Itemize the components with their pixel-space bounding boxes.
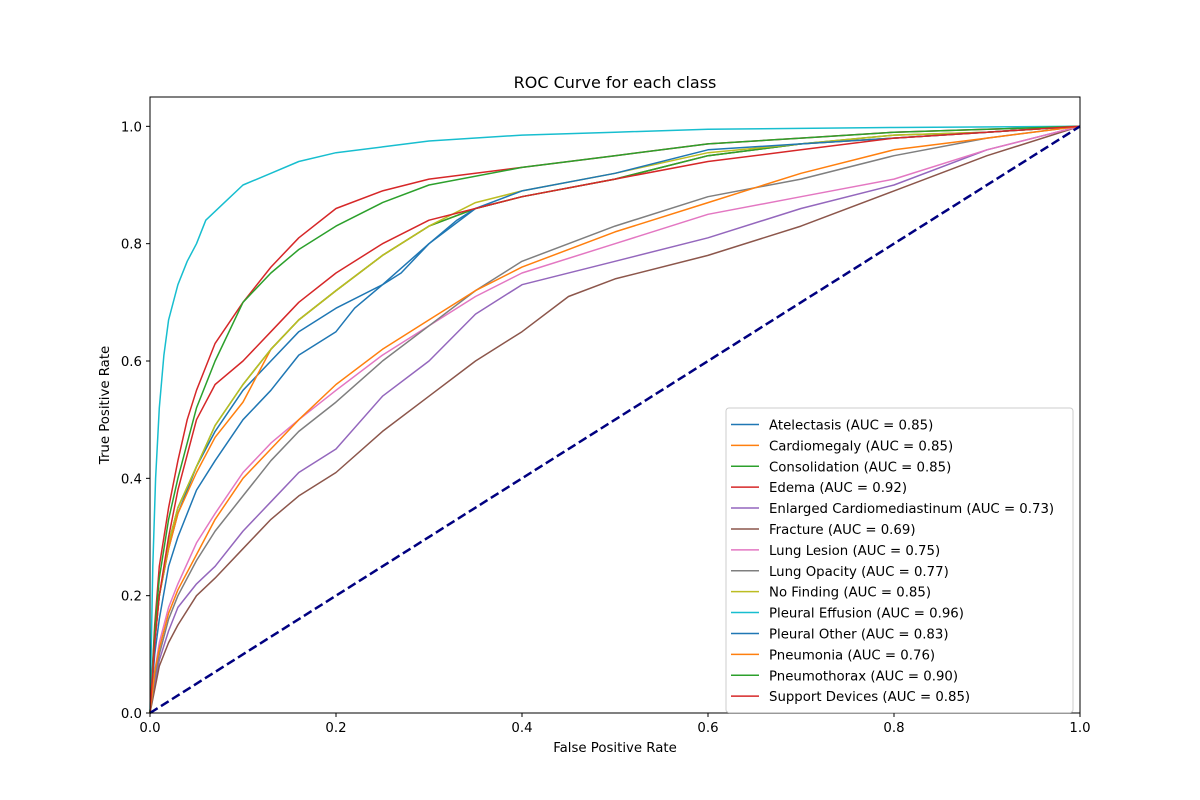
series-line-10 xyxy=(149,125,1081,714)
series-line-12 xyxy=(149,125,1081,714)
chance-line xyxy=(149,125,1081,715)
series-line-6 xyxy=(149,125,1081,714)
y-tick-label: 0.2 xyxy=(121,590,142,605)
series-line-9 xyxy=(149,125,1081,714)
x-tick-label: 0.0 xyxy=(139,721,160,736)
legend-label: Pneumonia (AUC = 0.76) xyxy=(769,648,935,663)
legend-label: Pleural Other (AUC = 0.83) xyxy=(769,627,949,642)
series-line-13 xyxy=(149,125,1081,714)
legend-label: Consolidation (AUC = 0.85) xyxy=(769,460,951,475)
legend-label: Edema (AUC = 0.92) xyxy=(769,481,907,496)
legend-label: Atelectasis (AUC = 0.85) xyxy=(769,418,933,433)
y-tick-label: 0.4 xyxy=(121,472,142,487)
x-tick-label: 1.0 xyxy=(1069,721,1090,736)
x-tick-label: 0.2 xyxy=(325,721,346,736)
axes-frame xyxy=(149,96,1081,714)
legend-label: Support Devices (AUC = 0.85) xyxy=(769,690,970,705)
y-axis-label: True Positive Rate xyxy=(98,346,113,465)
y-tick-label: 0.8 xyxy=(121,238,142,253)
series-line-11 xyxy=(149,125,1081,714)
series-line-7 xyxy=(149,125,1081,714)
x-axis-label: False Positive Rate xyxy=(553,741,677,756)
legend-label: Pneumothorax (AUC = 0.90) xyxy=(769,669,958,684)
x-tick-label: 0.4 xyxy=(511,721,532,736)
legend-label: Lung Opacity (AUC = 0.77) xyxy=(769,565,949,580)
x-tick-label: 0.6 xyxy=(697,721,718,736)
legend-label: No Finding (AUC = 0.85) xyxy=(769,586,931,601)
legend-label: Enlarged Cardiomediastinum (AUC = 0.73) xyxy=(769,502,1054,517)
plot-area xyxy=(149,125,1081,715)
y-tick-label: 1.0 xyxy=(121,120,142,135)
legend-label: Lung Lesion (AUC = 0.75) xyxy=(769,544,940,559)
y-tick-label: 0.0 xyxy=(121,707,142,722)
series-line-8 xyxy=(149,125,1081,714)
x-tick-label: 0.8 xyxy=(883,721,904,736)
chart-title: ROC Curve for each class xyxy=(514,73,717,92)
axis-ticks: 0.0 0.2 0.4 0.6 0.8 1.0 0.0 0.2 0.4 0.6 0.8 1.0 xyxy=(121,120,1091,736)
legend-box xyxy=(725,407,1074,714)
legend-label: Fracture (AUC = 0.69) xyxy=(769,523,916,538)
series-line-4 xyxy=(149,125,1081,714)
legend-label: Cardiomegaly (AUC = 0.85) xyxy=(769,439,953,454)
y-tick-label: 0.6 xyxy=(121,355,142,370)
legend-label: Pleural Effusion (AUC = 0.96) xyxy=(769,607,964,622)
series-line-5 xyxy=(149,125,1081,714)
legend: Atelectasis (AUC = 0.85) Cardiomegaly (AU… xyxy=(725,407,1074,714)
